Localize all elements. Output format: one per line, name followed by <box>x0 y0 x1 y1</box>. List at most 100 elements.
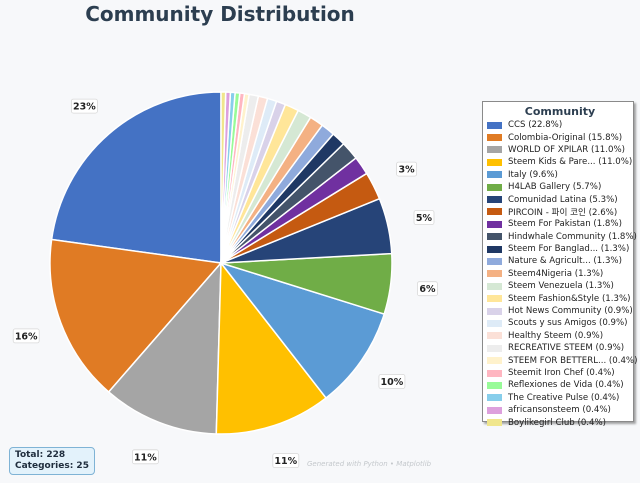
legend-swatch <box>487 369 502 377</box>
legend-swatch <box>487 208 502 216</box>
legend-item: Steem For Banglad... (1.3%) <box>487 243 633 255</box>
legend-item: Scouts y sus Amigos (0.9%) <box>487 317 633 329</box>
pct-label: 11% <box>131 449 159 465</box>
legend-swatch <box>487 121 502 129</box>
legend-label: Steem Fashion&Style (1.3%) <box>508 293 631 304</box>
legend-label: Healthy Steem (0.9%) <box>508 330 604 341</box>
legend-label: Scouts y sus Amigos (0.9%) <box>508 318 628 329</box>
pct-label-text: 5% <box>416 213 433 224</box>
legend-label: Steem For Pakistan (1.8%) <box>508 219 622 230</box>
pct-label-text: 16% <box>15 331 38 342</box>
legend-swatch <box>487 134 502 142</box>
legend-item: STEEM FOR BETTERL... (0.4%) <box>487 354 637 366</box>
legend-swatch <box>487 146 502 154</box>
pct-label-text: 10% <box>381 377 404 388</box>
category-count: Categories: 25 <box>15 461 89 471</box>
legend-swatch <box>487 196 502 204</box>
legend-label: Hindwhale Community (1.8%) <box>508 231 637 242</box>
pct-label: 6% <box>416 281 438 297</box>
legend-swatch <box>487 220 502 228</box>
legend-swatch <box>487 282 502 290</box>
legend-item: Boylikegirl Club (0.4%) <box>487 416 633 428</box>
legend-item: Reflexiones de Vida (0.4%) <box>487 379 633 391</box>
pct-label-text: 3% <box>399 165 416 176</box>
legend-swatch <box>487 158 502 166</box>
legend-label: STEEM FOR BETTERL... (0.4%) <box>508 355 638 366</box>
legend-item: PIRCOIN - 파이 코인 (2.6%) <box>487 206 633 218</box>
legend-label: Steem Kids & Pare... (11.0%) <box>508 157 633 168</box>
legend-label: Colombia-Original (15.8%) <box>508 132 623 143</box>
legend-label: Italy (9.6%) <box>508 169 558 180</box>
legend-label: The Creative Pulse (0.4%) <box>508 392 620 403</box>
legend-label: Reflexiones de Vida (0.4%) <box>508 380 624 391</box>
legend-label: Steem4Nigeria (1.3%) <box>508 268 604 279</box>
legend-label: Nature & Agricult... (1.3%) <box>508 256 622 267</box>
legend-item: Steem Kids & Pare... (11.0%) <box>487 156 633 168</box>
legend-item: Nature & Agricult... (1.3%) <box>487 255 633 267</box>
legend-swatch <box>487 307 502 315</box>
legend-swatch <box>487 233 502 241</box>
legend-swatch <box>487 183 502 191</box>
pct-label-text: 23% <box>73 102 96 113</box>
pct-label: 5% <box>413 210 435 225</box>
legend-item: Steem For Pakistan (1.8%) <box>487 218 633 230</box>
pie-slice <box>220 91 227 264</box>
legend-label: RECREATIVE STEEM (0.9%) <box>508 343 625 354</box>
legend-label: Comunidad Latina (5.3%) <box>508 194 618 205</box>
legend-item: WORLD OF XPILAR (11.0%) <box>487 144 633 156</box>
pct-label-text: 11% <box>134 452 157 463</box>
pct-label: 10% <box>378 374 406 389</box>
legend-swatch <box>487 406 502 414</box>
legend-label: PIRCOIN - 파이 코인 (2.6%) <box>508 207 618 218</box>
legend-item: Hot News Community (0.9%) <box>487 305 633 317</box>
legend-label: CCS (22.8%) <box>508 120 563 131</box>
pct-label-text: 11% <box>274 456 297 467</box>
legend-item: Steem Fashion&Style (1.3%) <box>487 292 633 304</box>
footer-credit: Generated with Python • Matplotlib <box>307 460 432 468</box>
legend-swatch <box>487 394 502 402</box>
legend-item: H4LAB Gallery (5.7%) <box>487 181 633 193</box>
legend-item: Comunidad Latina (5.3%) <box>487 193 633 205</box>
legend-swatch <box>487 295 502 303</box>
legend-swatch <box>487 332 502 340</box>
legend-label: Steem For Banglad... (1.3%) <box>508 244 630 255</box>
legend-swatch <box>487 171 502 179</box>
totals-box: Total: 228 Categories: 25 <box>9 447 95 475</box>
legend-item: Hindwhale Community (1.8%) <box>487 231 637 243</box>
legend-swatch <box>487 257 502 265</box>
pie-slice <box>215 260 328 435</box>
pie-slice <box>49 238 223 394</box>
legend-label: Boylikegirl Club (0.4%) <box>508 417 607 428</box>
legend-items: CCS (22.8%) Colombia-Original (15.8%) WORL… <box>487 119 637 429</box>
legend-title: Community <box>524 105 596 118</box>
pct-label-text: 6% <box>419 284 436 295</box>
legend-swatch <box>487 344 502 352</box>
legend-item: CCS (22.8%) <box>487 119 633 131</box>
legend-swatch <box>487 270 502 278</box>
legend-label: Steem Venezuela (1.3%) <box>508 281 614 292</box>
pct-label: 16% <box>12 328 40 344</box>
legend-label: africansonsteem (0.4%) <box>508 405 611 416</box>
pie-slice <box>218 261 386 399</box>
legend-item: Steemit Iron Chef (0.4%) <box>487 367 633 379</box>
pct-label: 11% <box>272 453 300 469</box>
pct-label: 3% <box>396 161 418 177</box>
legend-label: Steemit Iron Chef (0.4%) <box>508 368 615 378</box>
pct-label: 23% <box>71 98 98 114</box>
legend-item: Healthy Steem (0.9%) <box>487 330 633 342</box>
legend-item: The Creative Pulse (0.4%) <box>487 392 633 404</box>
legend: Community CCS (22.8%) Colombia-Original (… <box>482 101 637 428</box>
pie-slice <box>50 91 222 264</box>
legend-swatch <box>487 319 502 327</box>
legend-swatch <box>487 381 502 389</box>
legend-item: Colombia-Original (15.8%) <box>487 131 633 143</box>
legend-item: Steem Venezuela (1.3%) <box>487 280 633 292</box>
legend-swatch <box>487 419 502 427</box>
legend-item: africansonsteem (0.4%) <box>487 404 633 416</box>
legend-item: RECREATIVE STEEM (0.9%) <box>487 342 633 354</box>
legend-item: Steem4Nigeria (1.3%) <box>487 268 633 280</box>
legend-swatch <box>487 245 502 253</box>
legend-label: H4LAB Gallery (5.7%) <box>508 182 602 193</box>
legend-item: Italy (9.6%) <box>487 169 633 181</box>
